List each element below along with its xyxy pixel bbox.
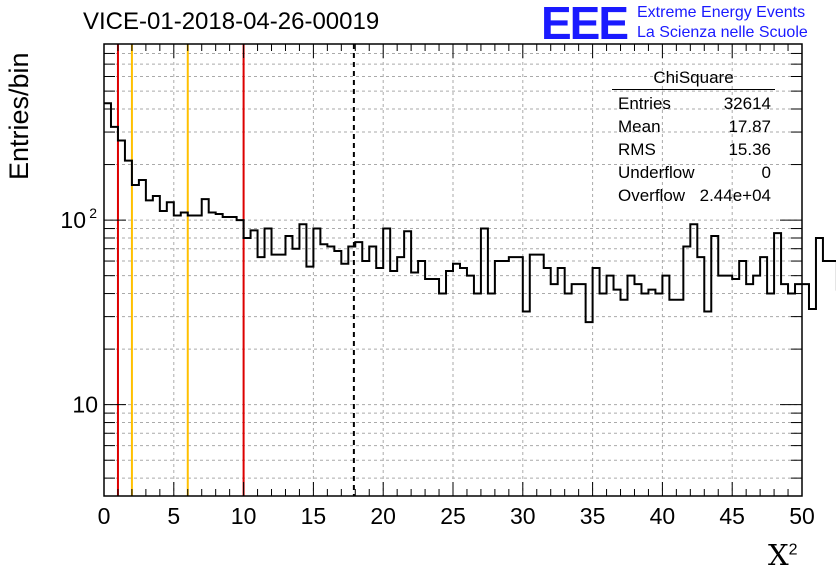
logo-text-line-2: La Scienza nelle Scuole [637, 24, 808, 41]
x-tick-label: 40 [650, 503, 676, 529]
stats-value: 17.87 [728, 117, 771, 136]
x-tick-label: 45 [719, 503, 745, 529]
stats-value: 0 [761, 163, 771, 182]
y-axis-label: Entries/bin [4, 52, 34, 180]
x-tick-label: 10 [231, 503, 257, 529]
y-tick-label-exponent: 2 [89, 205, 97, 221]
stats-row-entries: Entries 32614 [612, 92, 775, 115]
eee-logo: EEE [541, 0, 629, 49]
stats-row-overflow: Overflow 2.44e+04 [612, 184, 775, 207]
y-tick-label: 10 [72, 392, 98, 418]
histogram-series [104, 102, 836, 324]
stats-value: 32614 [723, 94, 771, 113]
stats-label: Mean [618, 117, 661, 136]
x-tick-label: 50 [789, 503, 815, 529]
stats-value: 2.44e+04 [699, 186, 771, 205]
run-title: VICE-01-2018-04-26-00019 [83, 8, 380, 35]
stats-value: 15.36 [728, 140, 771, 159]
stats-label: Overflow [618, 186, 686, 205]
stats-label: Entries [618, 94, 671, 113]
stats-row-mean: Mean 17.87 [612, 115, 775, 138]
x-tick-label: 35 [580, 503, 606, 529]
stats-row-underflow: Underflow 0 [612, 161, 775, 184]
x-tick-label: 5 [167, 503, 180, 529]
y-tick-label: 10 [60, 207, 86, 233]
stats-label: Underflow [618, 163, 695, 182]
x-axis-label-superscript: 2 [788, 541, 798, 559]
logo-text-line-1: Extreme Energy Events [637, 4, 806, 21]
stats-row-rms: RMS 15.36 [612, 138, 775, 161]
stats-title: ChiSquare [612, 68, 775, 90]
x-tick-label: 0 [98, 503, 111, 529]
x-axis-label: X2 [768, 538, 798, 572]
x-tick-label: 15 [301, 503, 327, 529]
x-tick-label: 25 [440, 503, 466, 529]
stats-box: ChiSquare Entries 32614 Mean 17.87 RMS 1… [612, 68, 775, 207]
x-tick-label: 30 [510, 503, 536, 529]
x-tick-label: 20 [370, 503, 396, 529]
stats-label: RMS [618, 140, 656, 159]
x-axis-label-base: X [768, 538, 789, 572]
